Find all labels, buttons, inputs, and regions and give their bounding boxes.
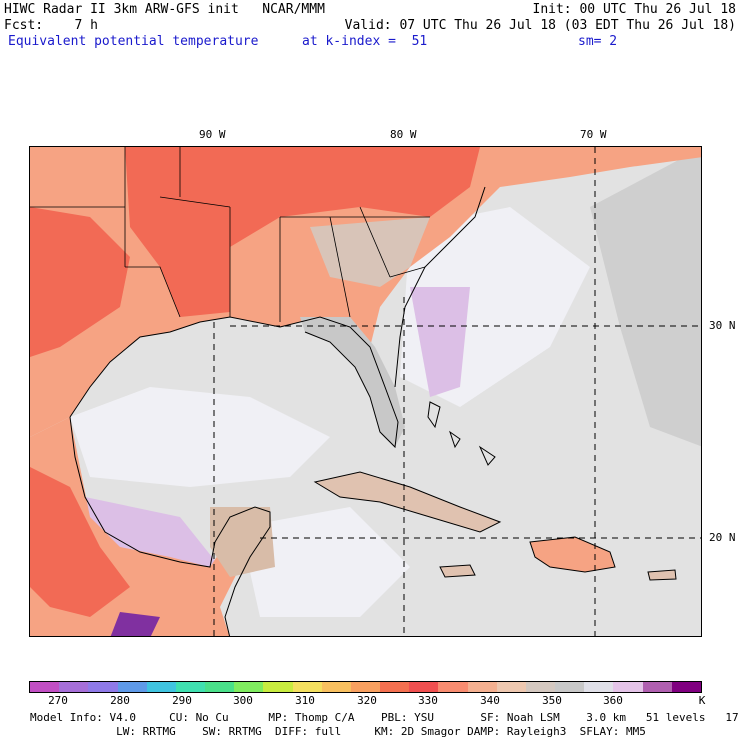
coastline-mexico: [69, 416, 271, 636]
field-region-red-mexico: [30, 467, 130, 617]
colorbar-segment: [555, 682, 585, 692]
lon-label-80w: 80 W: [390, 128, 417, 141]
land-hispaniola: [529, 536, 616, 573]
lat-label-30n: 30 N: [709, 319, 736, 332]
graticule: [213, 147, 701, 636]
field-region-purple-pacific: [110, 612, 160, 636]
colorbar-segment: [292, 682, 322, 692]
colorbar-segment: [584, 682, 614, 692]
colorbar-segment: [613, 682, 643, 692]
colorbar-segment: [409, 682, 439, 692]
colorbar-tick-label: 270: [48, 694, 68, 707]
colorbar-segment: [496, 682, 526, 692]
colorbar-segment: [350, 682, 381, 692]
land-bahamas-1: [427, 401, 441, 429]
colorbar-segment: [117, 682, 147, 692]
header-title: HIWC Radar II 3km ARW-GFS init NCAR/MMM: [4, 2, 325, 17]
coastline-gulf-florida: [69, 316, 399, 449]
colorbar-tick-label: 310: [295, 694, 315, 707]
land-florida: [300, 317, 405, 447]
colorbar-tick-label: 300: [233, 694, 253, 707]
header-init-time: Init: 00 UTC Thu 26 Jul 18: [532, 2, 737, 17]
lon-label-90w: 90 W: [199, 128, 226, 141]
land-cuba: [313, 471, 502, 533]
colorbar-segment: [263, 682, 293, 692]
colorbar-tick-label: 280: [110, 694, 130, 707]
colorbar-segment: [59, 682, 89, 692]
colorbar-segment: [205, 682, 235, 692]
lon-label-70w: 70 W: [580, 128, 607, 141]
colorbar-segment: [642, 682, 672, 692]
colorbar-segment: [175, 682, 206, 692]
map-graphic: [30, 147, 701, 636]
colorbar-segment: [146, 682, 176, 692]
colorbar-tick-label: 290: [172, 694, 192, 707]
land-bahamas-3: [478, 445, 496, 466]
field-region-tan-georgia: [310, 217, 430, 287]
field-region-red-texas: [30, 207, 130, 357]
colorbar-segment: [671, 682, 701, 692]
colorbar-segment: [321, 682, 351, 692]
field-name: Equivalent potential temperature: [8, 34, 259, 49]
colorbar-segment: [88, 682, 118, 692]
colorbar-unit: K: [698, 694, 706, 707]
field-region-red-us: [125, 147, 480, 317]
colorbar-tick-label: 360: [603, 694, 623, 707]
colorbar-segment: [234, 682, 264, 692]
header-forecast-hour: Fcst: 7 h: [4, 18, 98, 33]
header-valid-time: Valid: 07 UTC Thu 26 Jul 18 (03 EDT Thu …: [344, 18, 736, 33]
model-info-line1: Model Info: V4.0 CU: No Cu MP: Thomp C/A…: [30, 711, 740, 724]
field-region-gulf-light: [70, 387, 330, 487]
state-borders: [30, 147, 430, 322]
colorbar-tick-label: 320: [357, 694, 377, 707]
model-info-line2: LW: RRTMG SW: RRTMG DIFF: full KM: 2D Sm…: [30, 725, 646, 738]
colorbar-segment: [467, 682, 497, 692]
theta-e-map: [29, 146, 702, 637]
colorbar-segment: [438, 682, 468, 692]
lat-label-20n: 20 N: [709, 531, 736, 544]
land-bahamas-2: [449, 430, 461, 449]
colorbar-tick-label: 340: [480, 694, 500, 707]
field-smoothing: sm= 2: [578, 34, 618, 49]
field-region-purple-atlantic: [410, 287, 470, 397]
colorbar-segment: [525, 682, 556, 692]
land-yucatan: [210, 507, 275, 577]
field-region-caribbean-light: [240, 507, 410, 617]
colorbar-tick-label: 350: [542, 694, 562, 707]
field-level: at k-index = 51: [302, 34, 428, 49]
colorbar-segment: [380, 682, 410, 692]
land-jamaica: [439, 564, 476, 578]
land-puerto-rico: [647, 569, 677, 581]
colorbar-tick-label: 330: [418, 694, 438, 707]
field-region-atlantic-gray: [590, 148, 701, 447]
colorbar: [29, 681, 702, 693]
colorbar-segment: [30, 682, 60, 692]
